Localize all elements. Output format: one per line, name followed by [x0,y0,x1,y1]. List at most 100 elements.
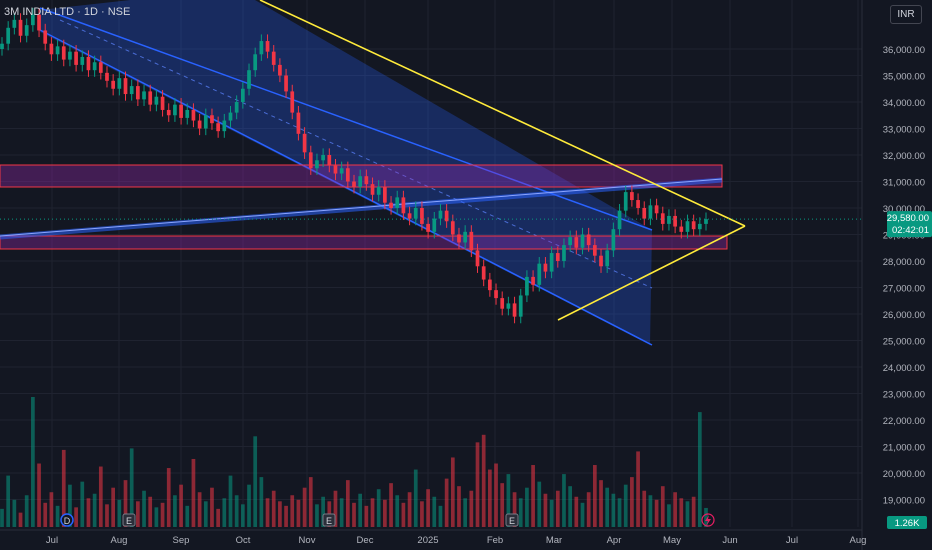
time-tick-label: Aug [850,535,867,546]
triangle-upper-line [259,0,746,227]
volume-bar [247,484,251,527]
candle-body [98,62,103,73]
volume-bar [648,495,653,527]
volume-bar [321,496,325,527]
candle-body [395,197,400,208]
volume-bar [296,499,301,527]
candle-body [216,123,220,132]
volume-bar [376,489,381,527]
volume-bar [68,484,72,527]
volume-bar [463,498,468,527]
volume-bar [98,466,103,527]
candle-body [136,86,140,100]
time-tick-label: Apr [607,535,622,546]
time-tick-label: May [663,535,681,546]
volume-bar [494,463,498,527]
volume-bar [345,480,350,527]
candle-body [617,210,622,230]
rising-trendline-band [0,177,723,240]
volume-bar [370,498,375,527]
candle-body [185,109,190,118]
candle-body [611,229,616,251]
candle-body [234,102,239,113]
volume-bar [401,502,406,527]
candle-body [630,192,634,201]
volume-bar [512,492,517,527]
volume-bar [525,487,529,527]
volume-bar [444,478,449,527]
volume-bar [660,486,665,527]
volume-bar [438,505,443,527]
candle-body [259,41,264,55]
volume-bar [586,492,591,527]
time-tick-label: Jul [786,535,798,546]
volume-bar [333,490,338,527]
price-tick-label: 19,000.00 [883,496,925,507]
volume-bar [685,501,690,527]
candle-body [302,133,307,153]
candle-body [555,253,560,261]
event-marker-label: E [326,516,332,526]
candle-body [463,231,468,243]
candle-body [253,54,258,71]
candle-body [80,56,85,65]
candle-body [432,218,437,232]
support-zone [0,235,728,250]
volume-bar [185,505,190,527]
price-tick-label: 36,000.00 [883,45,925,56]
candle-body [543,263,548,272]
candle-body [605,250,610,267]
volume-bar [654,499,659,527]
price-tick-label: 20,000.00 [883,469,925,480]
currency-button[interactable]: INR [890,5,922,24]
event-marker-label: E [126,516,132,526]
candle-body [574,237,579,248]
candle-body [525,276,529,296]
candle-body [389,202,393,208]
candle-body [401,197,406,214]
candle-body [673,215,677,227]
volume-bar [148,496,153,527]
volume-bar [611,493,616,527]
volume-bar [488,469,492,527]
volume-bar [426,489,430,527]
candle-body [315,160,319,169]
volume-bar [568,486,572,527]
price-tick-label: 34,000.00 [883,98,925,109]
candle-body [352,181,356,187]
volume-bar [315,504,319,527]
volume-bar [240,504,245,527]
candle-body [537,263,542,285]
volume-bar [623,484,628,527]
candle-body [92,62,97,71]
candle-body [74,51,78,65]
lightning-icon-glyph [705,515,711,526]
volume-bar [284,505,288,527]
candle-body [679,226,684,232]
volume-bar [173,495,177,527]
candle-body [24,25,29,36]
volume-bar [49,492,54,527]
candle-body [37,14,41,31]
candle-body [129,86,134,95]
candle-body [345,168,350,182]
candle-body [339,168,344,174]
time-tick-label: Jul [46,535,58,546]
volume-bar [253,436,258,527]
volume-bar [43,502,48,527]
price-tick-label: 35,000.00 [883,72,925,83]
volume-bar [265,498,270,527]
volume-bar [290,495,295,527]
candle-body [142,91,146,100]
volume-bar [18,512,23,527]
volume-bar [691,496,696,527]
resistance-zone [0,164,723,188]
candle-body [469,231,474,251]
price-tick-label: 30,000.00 [883,204,925,215]
earnings-marker [505,513,519,527]
volume-bar [599,480,603,527]
candle-body [512,303,517,317]
candle-body [321,155,325,161]
volume-bar [105,504,109,527]
